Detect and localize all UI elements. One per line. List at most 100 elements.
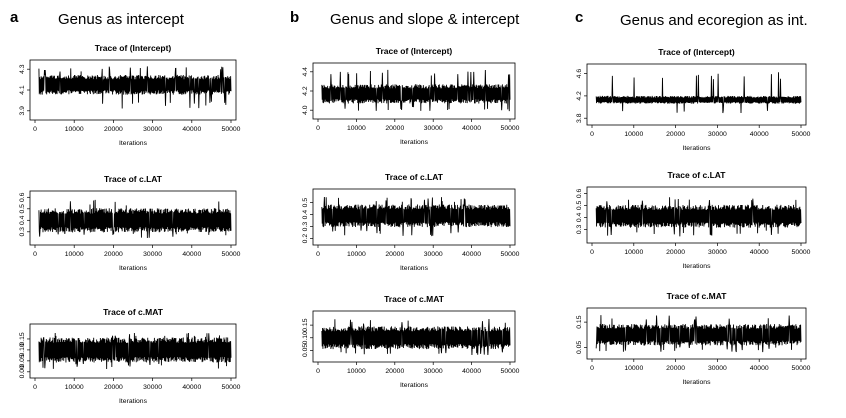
x-tick-label: 20000 <box>104 126 123 133</box>
x-tick-label: 50000 <box>792 131 811 138</box>
y-tick-label: 0.4 <box>19 215 26 225</box>
x-tick-label: 0 <box>316 125 320 132</box>
x-tick-label: 50000 <box>501 125 520 132</box>
panel-b-title: Genus and slope & intercept <box>330 11 520 28</box>
y-tick-label: 3.8 <box>576 113 583 123</box>
y-tick-label: 4.6 <box>576 69 583 79</box>
plot-frame <box>312 310 516 363</box>
x-tick-label: 50000 <box>792 365 811 372</box>
x-tick-label: 20000 <box>104 251 123 258</box>
panel-a-title: Genus as intercept <box>58 11 184 28</box>
y-tick-label: 4.1 <box>19 85 26 95</box>
plot-title: Trace of c.LAT <box>104 174 163 184</box>
plot-title: Trace of c.LAT <box>668 170 727 180</box>
y-tick-label: 0.6 <box>19 192 26 202</box>
y-tick-label: 0.5 <box>576 200 583 210</box>
x-tick-label: 50000 <box>792 249 811 256</box>
trace-series-line <box>321 318 511 356</box>
trace-series-line <box>38 333 232 370</box>
y-tick-label: 0.05 <box>302 344 309 357</box>
x-tick-label: 10000 <box>65 251 84 258</box>
panel-c-title: Genus and ecoregion as int. <box>620 12 808 29</box>
x-tick-label: 0 <box>590 365 594 372</box>
trace-series-line <box>595 72 802 114</box>
x-tick-label: 10000 <box>624 131 643 138</box>
plot-title: Trace of (Intercept) <box>376 46 453 56</box>
x-axis-label: Iterations <box>683 145 712 152</box>
x-tick-label: 30000 <box>424 251 443 258</box>
y-tick-label: 0.4 <box>302 210 309 220</box>
x-tick-label: 50000 <box>501 251 520 258</box>
plot-frame <box>29 323 237 379</box>
y-tick-label: 0.00 <box>19 365 26 378</box>
x-tick-label: 30000 <box>143 384 162 391</box>
x-tick-label: 10000 <box>65 384 84 391</box>
y-tick-label: 0.5 <box>19 204 26 214</box>
x-tick-label: 0 <box>316 251 320 258</box>
x-tick-label: 10000 <box>347 368 366 375</box>
plot-title: Trace of (Intercept) <box>658 47 735 57</box>
plot-title: Trace of c.MAT <box>384 294 445 304</box>
y-tick-label: 0.15 <box>576 315 583 328</box>
x-tick-label: 40000 <box>750 249 769 256</box>
y-tick-label: 0.3 <box>576 224 583 234</box>
x-tick-label: 10000 <box>624 365 643 372</box>
x-tick-label: 40000 <box>462 251 481 258</box>
trace-series-line <box>595 315 802 353</box>
trace-series-line <box>321 197 511 237</box>
panel-c-letter: c <box>575 9 584 26</box>
x-axis-label: Iterations <box>400 139 429 146</box>
y-tick-label: 0.15 <box>19 332 26 345</box>
x-tick-label: 10000 <box>347 251 366 258</box>
plot-frame <box>586 186 807 244</box>
y-tick-label: 4.0 <box>302 105 309 115</box>
plot-title: Trace of (Intercept) <box>95 43 172 53</box>
trace-series-line <box>321 69 511 112</box>
x-tick-label: 10000 <box>624 249 643 256</box>
x-tick-label: 40000 <box>750 365 769 372</box>
y-tick-label: 0.4 <box>576 212 583 222</box>
y-tick-label: 0.5 <box>302 198 309 208</box>
y-tick-label: 0.3 <box>302 222 309 232</box>
trace-series-line <box>38 199 232 238</box>
x-axis-label: Iterations <box>119 140 148 147</box>
x-tick-label: 10000 <box>347 125 366 132</box>
panel-a-letter: a <box>10 9 19 26</box>
x-tick-label: 0 <box>33 251 37 258</box>
x-tick-label: 20000 <box>666 249 685 256</box>
x-axis-label: Iterations <box>683 263 712 270</box>
trace-series-line <box>38 66 232 109</box>
x-axis-label: Iterations <box>683 379 712 386</box>
x-tick-label: 30000 <box>424 125 443 132</box>
y-tick-label: 0.2 <box>302 234 309 244</box>
x-tick-label: 40000 <box>182 126 201 133</box>
y-tick-label: 0.05 <box>19 354 26 367</box>
x-tick-label: 20000 <box>666 365 685 372</box>
x-tick-label: 20000 <box>666 131 685 138</box>
x-tick-label: 0 <box>33 126 37 133</box>
x-axis-label: Iterations <box>119 398 148 405</box>
x-tick-label: 30000 <box>143 251 162 258</box>
x-axis-label: Iterations <box>400 382 429 389</box>
x-tick-label: 40000 <box>750 131 769 138</box>
x-tick-label: 30000 <box>708 249 727 256</box>
panel-b-letter: b <box>290 9 300 26</box>
y-tick-label: 3.9 <box>19 106 26 116</box>
x-tick-label: 20000 <box>385 368 404 375</box>
x-tick-label: 30000 <box>424 368 443 375</box>
x-tick-label: 30000 <box>143 126 162 133</box>
x-tick-label: 20000 <box>385 125 404 132</box>
x-tick-label: 40000 <box>462 368 481 375</box>
y-tick-label: 0.10 <box>19 343 26 356</box>
y-tick-label: 0.3 <box>19 227 26 237</box>
x-tick-label: 10000 <box>65 126 84 133</box>
x-tick-label: 30000 <box>708 131 727 138</box>
x-tick-label: 20000 <box>385 251 404 258</box>
y-tick-label: 0.05 <box>576 341 583 354</box>
x-tick-label: 40000 <box>182 384 201 391</box>
plot-title: Trace of c.LAT <box>385 172 444 182</box>
trace-series-line <box>595 197 802 237</box>
y-tick-label: 0.10 <box>302 331 309 344</box>
x-tick-label: 0 <box>33 384 37 391</box>
